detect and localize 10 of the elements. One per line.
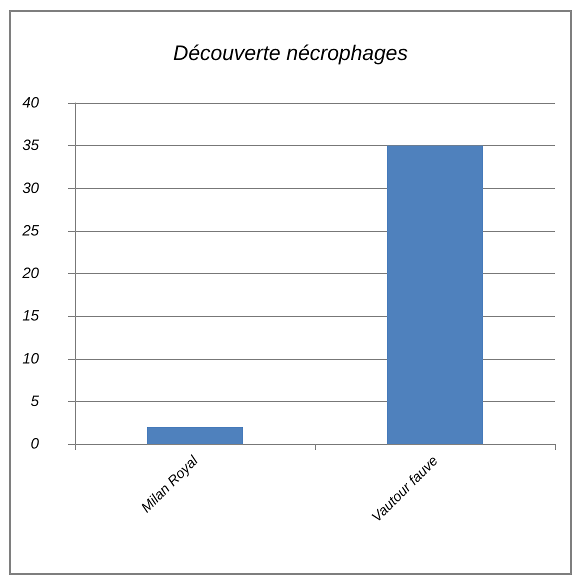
y-tick-label: 35: [22, 137, 40, 154]
y-tick-label: 20: [21, 265, 40, 282]
chart-title: Découverte nécrophages: [173, 42, 408, 65]
y-tick-label: 25: [21, 222, 40, 240]
y-tick-label: 5: [30, 392, 40, 410]
y-tick-label: 0: [30, 436, 40, 452]
y-tick-label: 15: [22, 308, 40, 325]
y-tick-label: 40: [22, 94, 40, 112]
y-tick-label: 30: [22, 180, 40, 197]
y-tick-label: 10: [22, 350, 40, 368]
